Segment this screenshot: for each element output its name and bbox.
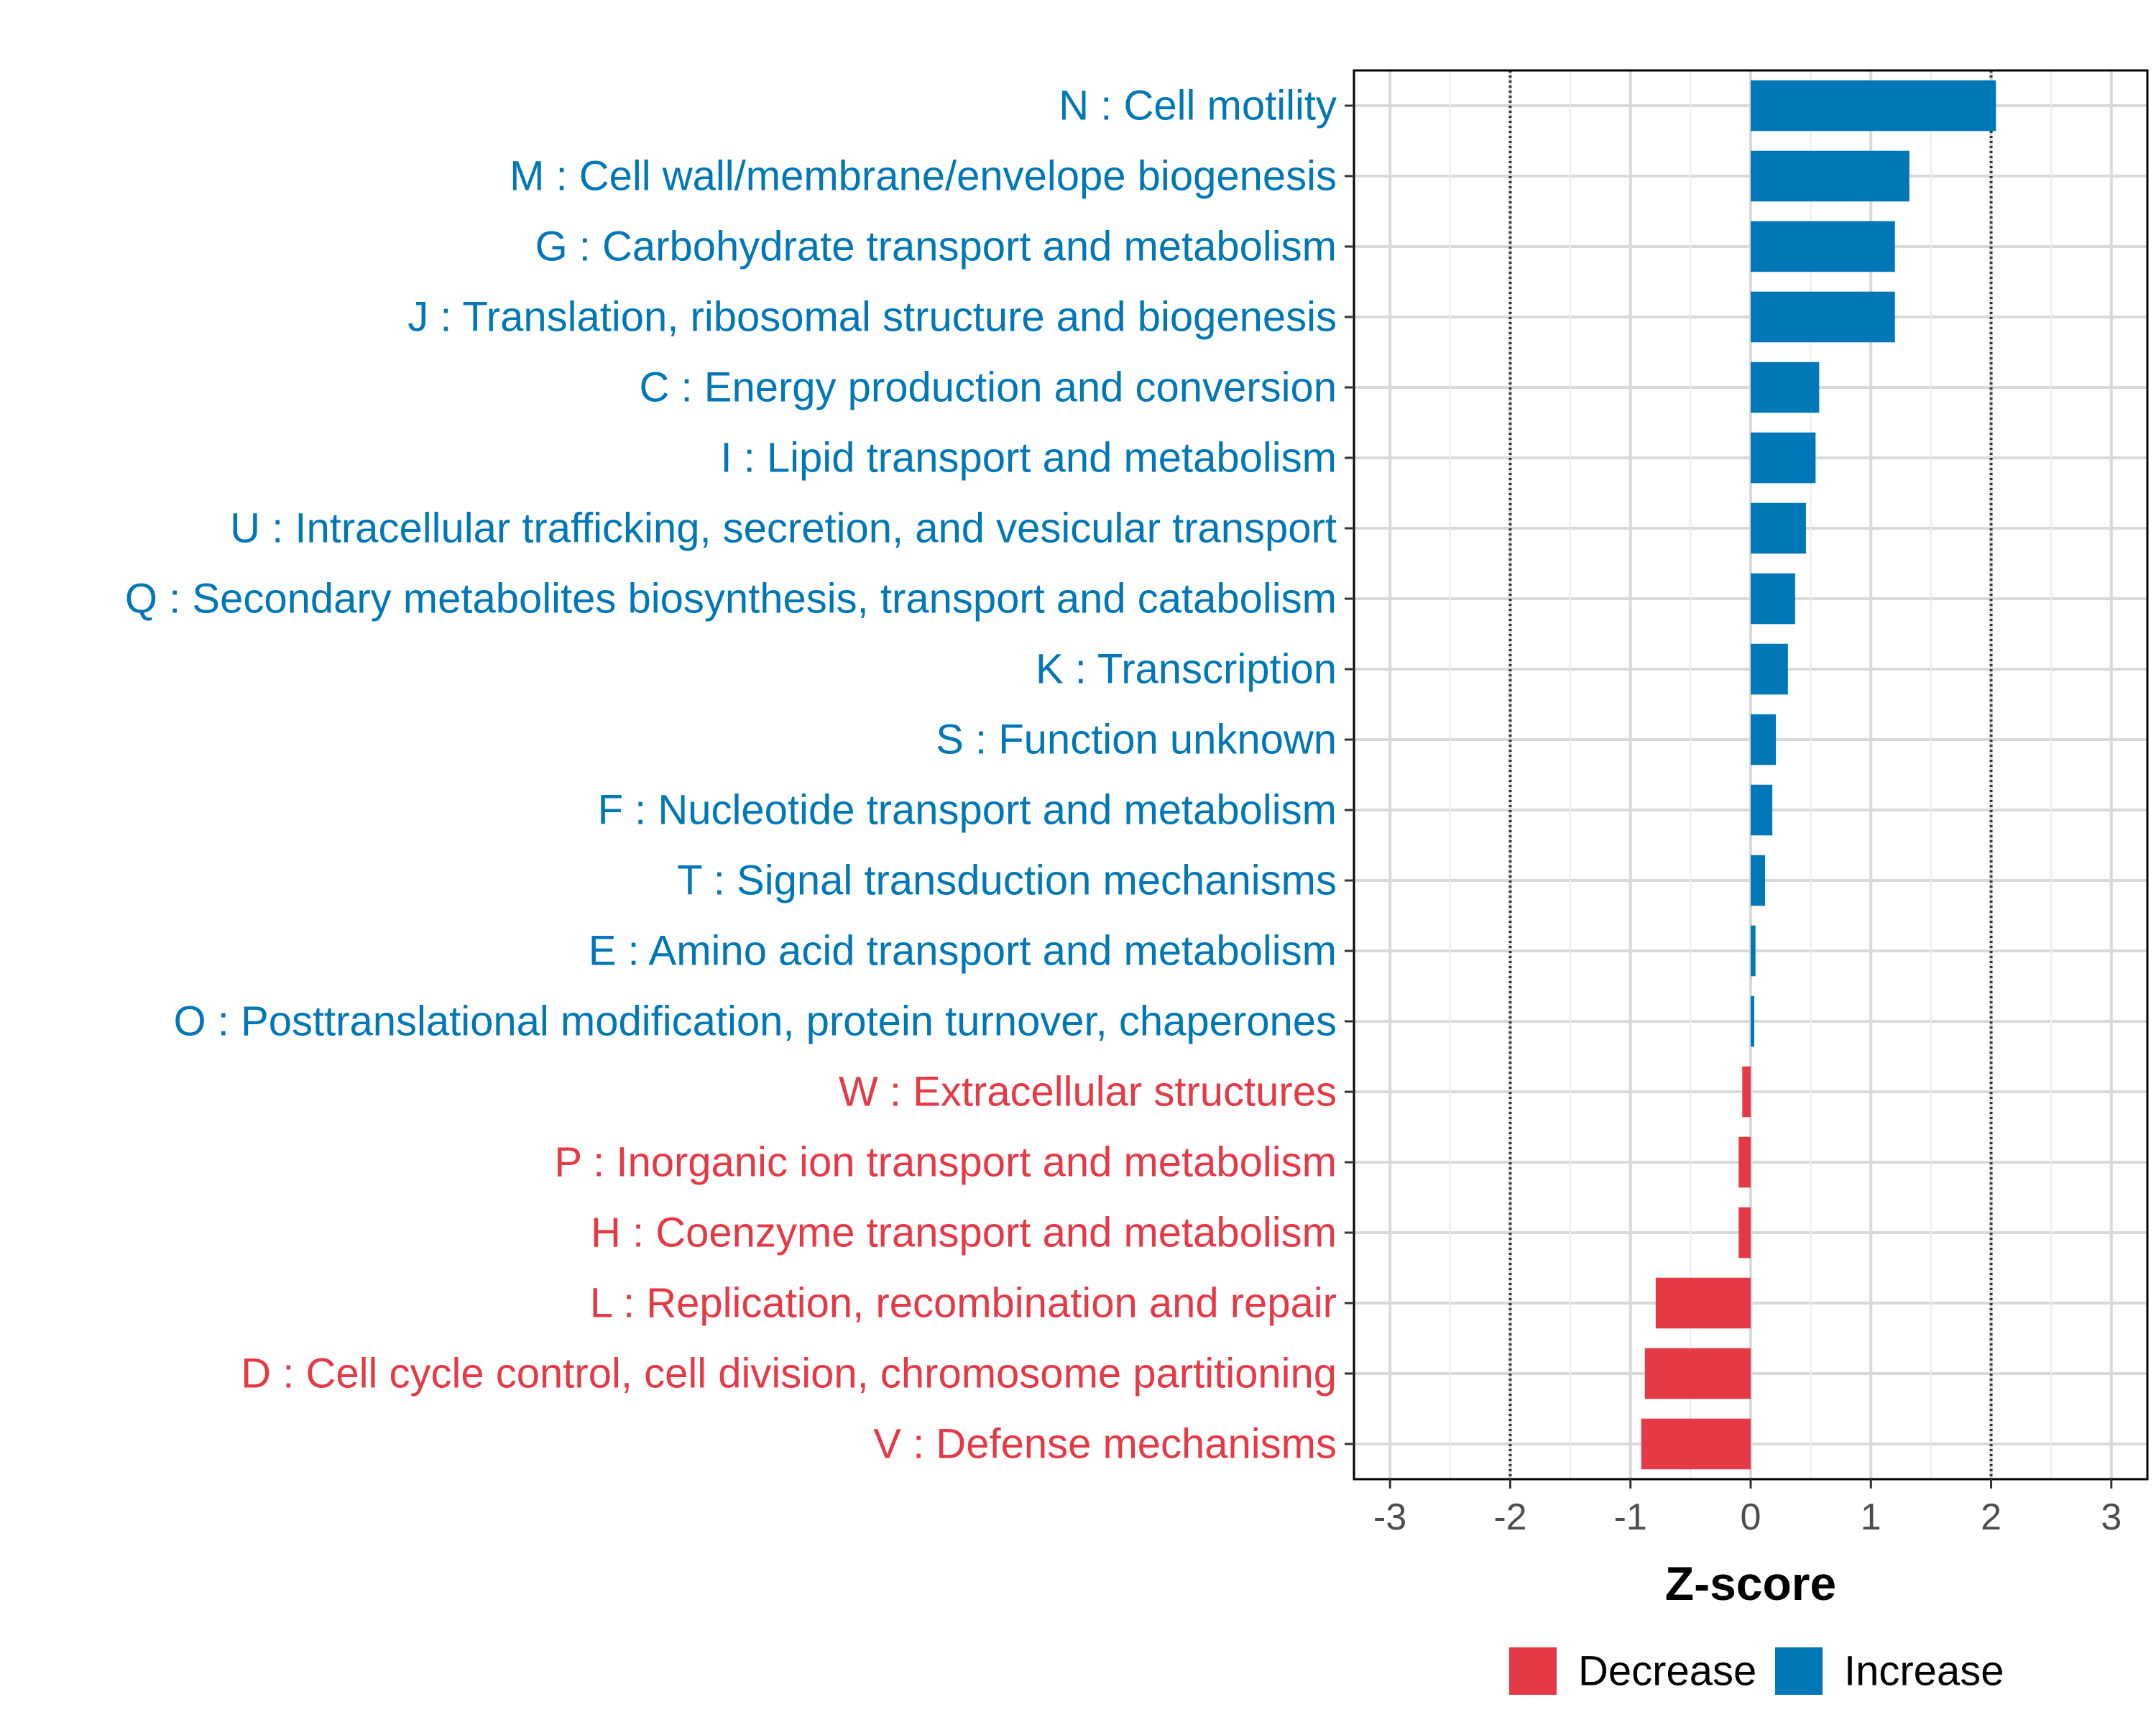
x-tick-label: 3 [2101, 1496, 2122, 1538]
bar-decrease [1641, 1418, 1751, 1470]
legend-key-decrease [1509, 1647, 1557, 1695]
x-tick-label: -2 [1493, 1496, 1526, 1538]
legend-label: Increase [1844, 1648, 2004, 1695]
bar-increase [1751, 80, 1996, 132]
bar-increase [1751, 291, 1895, 343]
bar-increase [1751, 925, 1756, 977]
bar-increase [1751, 150, 1909, 202]
category-label: Q : Secondary metabolites biosynthesis, … [125, 576, 1337, 622]
category-label: O : Posttranslational modification, prot… [174, 998, 1337, 1045]
x-tick-label: 0 [1741, 1496, 1761, 1538]
category-label: D : Cell cycle control, cell division, c… [241, 1351, 1337, 1397]
legend-label: Decrease [1578, 1648, 1756, 1695]
category-label: I : Lipid transport and metabolism [720, 435, 1337, 482]
bar-decrease [1644, 1348, 1751, 1399]
category-label: G : Carbohydrate transport and metabolis… [535, 224, 1337, 270]
bar-decrease [1738, 1136, 1751, 1188]
category-label: K : Transcription [1036, 646, 1337, 693]
y-axis-labels: N : Cell motility M : Cell wall/membrane/… [125, 83, 1337, 1468]
y-axis-ticks [1345, 104, 1354, 1445]
category-label: M : Cell wall/membrane/envelope biogenes… [510, 153, 1337, 200]
bar-decrease [1655, 1277, 1751, 1329]
bar-increase [1751, 502, 1806, 554]
bar-increase [1751, 643, 1788, 695]
category-label: P : Inorganic ion transport and metaboli… [554, 1139, 1337, 1186]
x-axis-ticks [1388, 1479, 2113, 1489]
bar-increase [1751, 995, 1755, 1047]
bar-decrease [1742, 1066, 1751, 1118]
bar-increase [1751, 714, 1777, 765]
legend-key-increase [1775, 1647, 1823, 1695]
bar-layer [1641, 80, 1996, 1470]
category-label: L : Replication, recombination and repai… [590, 1280, 1337, 1327]
bar-increase [1751, 855, 1766, 906]
category-label: N : Cell motility [1059, 83, 1337, 129]
x-tick-label: 1 [1861, 1496, 1881, 1538]
bar-increase [1751, 432, 1816, 484]
reference-lines [1508, 70, 1993, 1479]
grid-layer [1354, 70, 2147, 1479]
category-label: S : Function unknown [936, 717, 1337, 763]
category-label: E : Amino acid transport and metabolism [589, 928, 1337, 975]
x-axis-title: Z-score [1665, 1557, 1836, 1610]
legend: Decrease Increase [1509, 1647, 2004, 1695]
bar-increase [1751, 362, 1820, 413]
category-label: J : Translation, ribosomal structure and… [407, 294, 1337, 341]
x-tick-label: -3 [1373, 1496, 1406, 1538]
category-label: T : Signal transduction mechanisms [677, 857, 1337, 904]
x-axis-tick-labels: -3 -2 -1 0 1 2 3 [1373, 1496, 2122, 1538]
bar-decrease [1738, 1207, 1751, 1259]
x-tick-label: 2 [1981, 1496, 2001, 1538]
category-label: H : Coenzyme transport and metabolism [591, 1210, 1337, 1256]
bar-increase [1751, 784, 1773, 836]
x-tick-label: -1 [1614, 1496, 1647, 1538]
category-label: U : Intracellular trafficking, secretion… [230, 505, 1337, 552]
category-label: V : Defense mechanisms [873, 1421, 1337, 1468]
bar-increase [1751, 221, 1895, 272]
category-label: W : Extracellular structures [839, 1069, 1337, 1116]
category-label: F : Nucleotide transport and metabolism [598, 787, 1337, 834]
bar-increase [1751, 573, 1795, 625]
category-label: C : Energy production and conversion [640, 364, 1337, 411]
